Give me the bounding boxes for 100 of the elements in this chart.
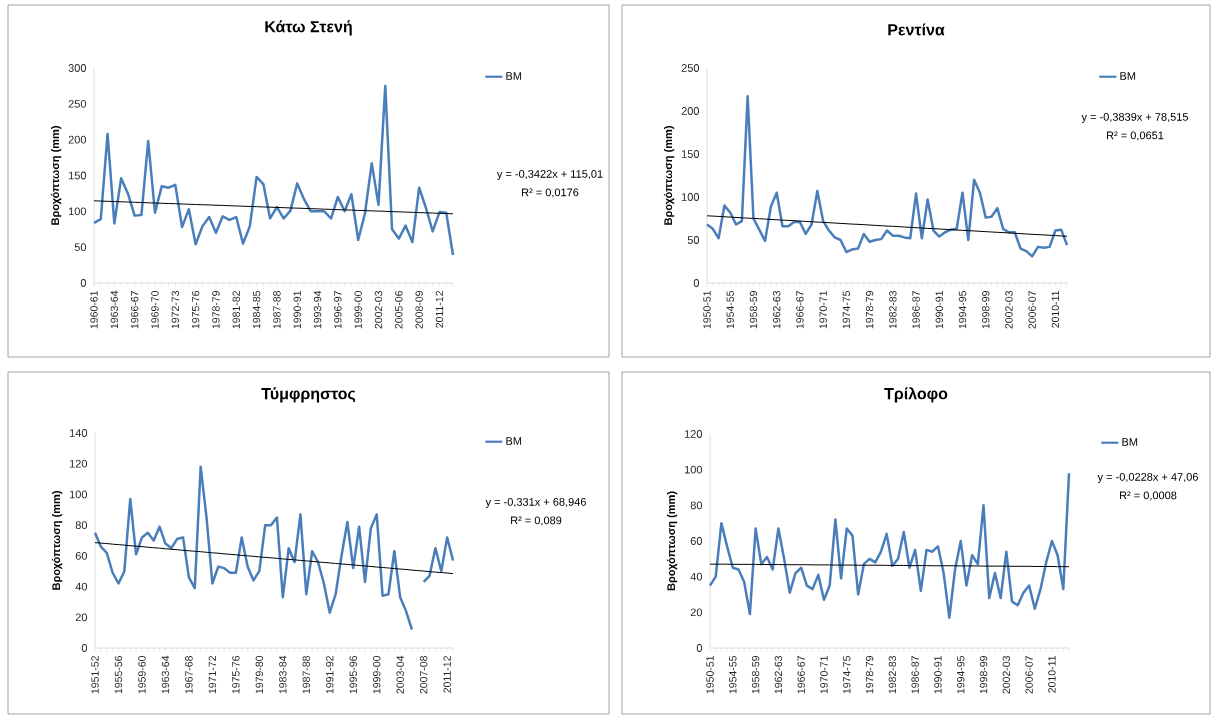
x-tick-label: 1975-76 [232,655,240,694]
x-tick-label: 2007-08 [419,655,428,694]
legend-label: ΒΜ [1122,438,1138,446]
x-tick-label: 2006-07 [1028,291,1036,329]
x-tick-label: 1951-52 [91,656,99,694]
x-tick-label: 1950-51 [706,656,714,694]
legend-label: ΒΜ [506,72,522,80]
x-tick-label: 1959-60 [138,655,146,694]
x-tick-label: 1966-67 [796,291,804,329]
x-tick-label: 2011-12 [435,291,444,328]
x-tick-label: 1969-70 [151,290,159,329]
x-tick-label: 2005-06 [395,290,403,329]
y-tick-label: 150 [68,171,87,180]
y-tick-label: 140 [69,429,88,437]
y-tick-label: 50 [74,243,87,252]
x-tick-label: 1978-79 [212,291,220,329]
x-tick-label: 1971-72 [208,656,217,694]
text: R² = 0,089 [511,516,562,526]
text: R² = 0,0176 [522,188,579,198]
chart-title: Τρίλοφο [884,387,948,403]
line-series [94,542,454,575]
chart-title: Κάτω Στενή [265,20,352,36]
x-tick-label: 1974-75 [842,290,851,329]
x-tick-label: 2002-03 [374,290,383,329]
y-tick-label: 120 [69,459,88,468]
y-axis-title: Βροχόπτωση (mm) [666,491,678,591]
y-tick-label: 100 [681,193,700,201]
text: y = -0,3422x + 115,01 [496,170,603,180]
x-tick-label: 1993-94 [313,290,322,329]
line-series [93,200,454,215]
y-tick-label: 200 [68,135,87,144]
chart-title: Τύμφρηστος [261,387,356,403]
x-tick-label: 2010-11 [1051,291,1060,328]
x-tick-label: 2002-03 [1005,290,1013,329]
y-tick-label: 250 [681,64,700,72]
x-tick-label: 1994-95 [958,290,967,329]
x-tick-label: 1954-55 [729,655,737,694]
y-tick-label: 300 [68,64,87,72]
x-tick-label: 1978-79 [865,656,874,694]
x-tick-label: 2011-12 [443,656,451,693]
y-tick-label: 100 [69,490,88,499]
legend-label: ΒΜ [506,437,522,445]
y-tick-label: 40 [690,572,703,581]
text: y = -0,331x + 68,946 [485,498,586,508]
x-tick-label: 1987-88 [302,655,311,694]
y-tick-label: 100 [684,465,703,474]
y-axis-title: Βροχόπτωση (mm) [663,126,675,225]
x-tick-label: 1990-91 [934,656,942,694]
y-tick-label: 0 [693,279,700,287]
x-tick-label: 1999-00 [373,655,381,694]
legend-label: ΒΜ [1120,72,1136,80]
x-tick-label: 1963-64 [110,290,119,329]
y-tick-label: 250 [68,99,87,108]
x-tick-label: 1963-64 [161,655,170,694]
text: y = -0,3839x + 78,515 [1081,113,1189,123]
x-tick-label: 1958-59 [751,656,760,694]
x-tick-label: 1991-92 [326,656,334,694]
text: R² = 0,0651 [1107,131,1164,141]
x-tick-label: 1981-82 [232,291,240,329]
x-tick-label: 1987-88 [273,290,281,329]
x-tick-label: 1975-76 [191,290,200,329]
x-tick-label: 1962-63 [774,655,783,694]
line-series [705,95,1069,258]
x-tick-label: 1984-85 [252,290,261,329]
x-tick-label: 1982-83 [888,655,897,694]
y-tick-label: 60 [75,551,88,560]
y-tick-label: 50 [687,236,700,244]
x-tick-label: 1970-71 [820,656,828,694]
x-tick-label: 1995-96 [349,655,357,694]
x-tick-label: 1970-71 [819,291,827,329]
y-tick-label: 80 [75,521,88,530]
y-tick-label: 40 [75,582,88,591]
y-tick-label: 120 [684,430,703,438]
x-tick-label: 1966-67 [797,656,805,694]
text: R² = 0,0008 [1120,491,1177,501]
x-tick-label: 1982-83 [889,290,897,329]
x-tick-label: 1974-75 [843,655,851,694]
x-tick-label: 1966-67 [130,291,139,329]
x-tick-label: 1960-61 [90,291,98,329]
x-tick-label: 1958-59 [749,291,758,329]
x-tick-label: 1972-73 [171,290,180,329]
chart-title: Ρεντίνα [888,23,945,36]
x-tick-label: 2006-07 [1025,656,1033,694]
x-tick-label: 2003-04 [396,655,404,694]
x-tick-label: 1986-87 [911,656,919,694]
x-tick-label: 2002-03 [1002,655,1011,694]
y-tick-label: 60 [690,537,703,545]
line-series [708,471,1071,619]
x-tick-label: 1998-99 [982,291,990,329]
x-tick-label: 1996-97 [334,291,342,329]
y-tick-label: 150 [681,150,700,158]
y-tick-label: 20 [690,608,703,617]
y-tick-label: 0 [80,279,87,287]
x-tick-label: 1950-51 [703,291,711,329]
x-tick-label: 1983-84 [279,655,287,694]
y-tick-label: 100 [68,207,87,216]
x-tick-label: 1990-91 [935,291,943,329]
x-tick-label: 1979-80 [255,655,264,694]
x-tick-label: 1978-79 [865,291,874,329]
y-tick-label: 80 [690,501,703,510]
